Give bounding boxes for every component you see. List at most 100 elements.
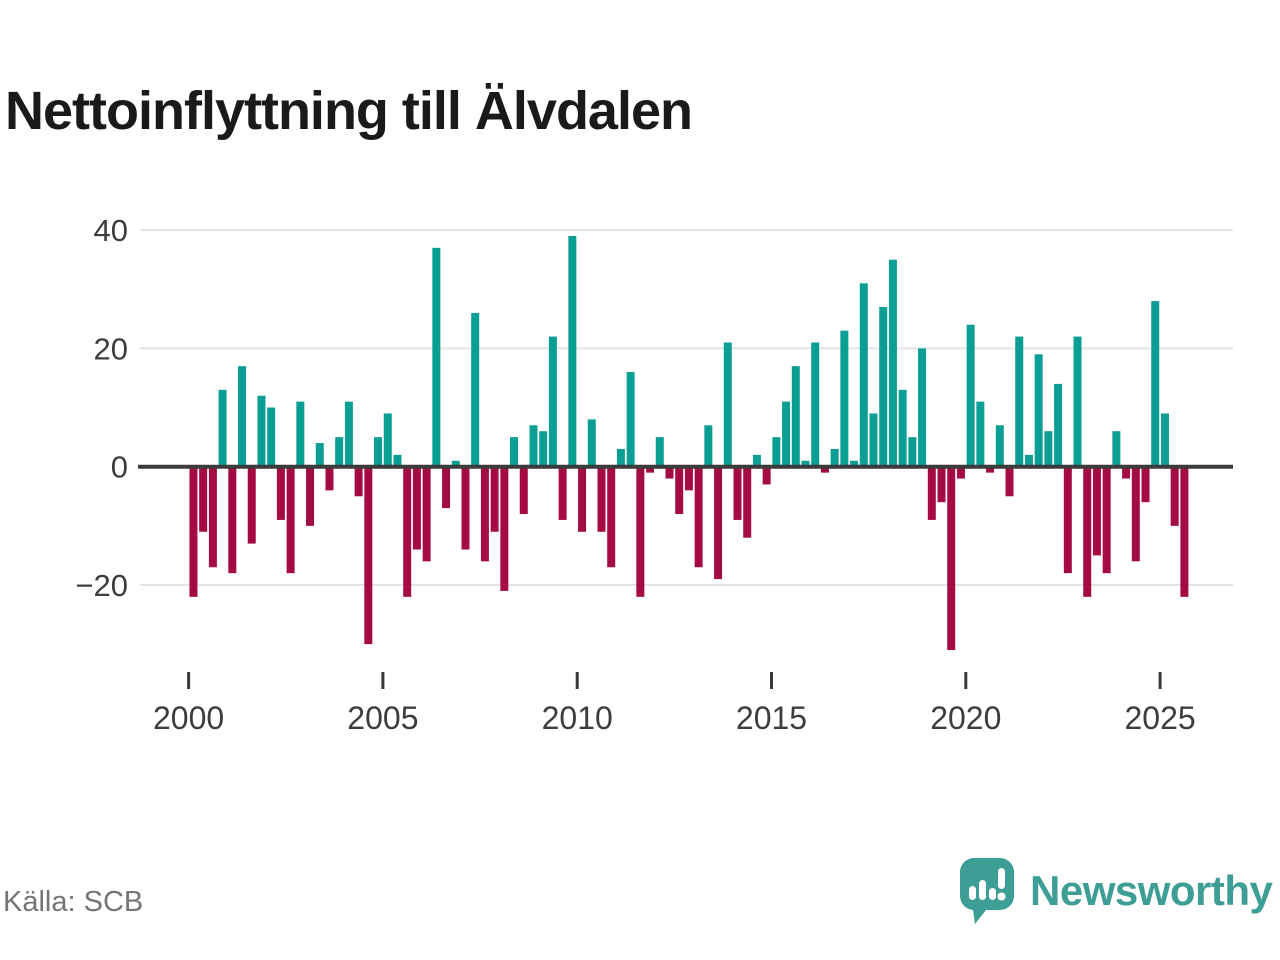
bar-2025Q1	[1160, 413, 1169, 467]
y-axis-label-20: 20	[94, 331, 128, 366]
bar-2023Q2	[1092, 466, 1101, 556]
bar-2012Q2	[665, 466, 674, 479]
y-axis-label-0: 0	[111, 450, 128, 485]
bar-2019Q4	[956, 466, 965, 479]
bar-2002Q4	[296, 401, 305, 467]
bar-2004Q4	[374, 437, 383, 467]
bar-2019Q3	[947, 466, 956, 651]
bar-2016Q3	[830, 448, 839, 467]
bar-2013Q2	[704, 425, 713, 467]
bar-2013Q4	[723, 342, 732, 467]
bar-2000Q4	[218, 389, 227, 467]
bar-2022Q4	[1073, 336, 1082, 467]
bar-2025Q3	[1180, 466, 1189, 597]
bar-2015Q4	[801, 460, 810, 467]
brand-wordmark: Newsworthy	[1030, 867, 1273, 914]
bar-2012Q3	[675, 466, 684, 515]
bar-2003Q1	[306, 466, 315, 526]
bar-2007Q4	[490, 466, 499, 532]
bar-2015Q3	[791, 366, 800, 467]
source-label: Källa: SCB	[3, 886, 144, 918]
y-axis-label-40: 40	[94, 213, 128, 248]
bar-2020Q1	[966, 324, 975, 467]
bar-2010Q4	[607, 466, 616, 568]
bar-2003Q4	[335, 437, 344, 467]
bar-2006Q1	[422, 466, 431, 562]
bar-2009Q4	[568, 236, 577, 467]
bar-2015Q2	[782, 401, 791, 467]
bar-2022Q1	[1044, 431, 1053, 467]
bar-2011Q3	[636, 466, 645, 597]
bar-2021Q3	[1024, 454, 1033, 467]
bar-2009Q1	[539, 431, 548, 467]
bar-2022Q3	[1063, 466, 1072, 574]
x-axis-label-2010: 2010	[542, 700, 613, 736]
bar-2009Q3	[558, 466, 567, 520]
bar-2018Q2	[898, 389, 907, 467]
logo-bar-1	[969, 886, 976, 900]
x-axis-label-2025: 2025	[1125, 700, 1196, 736]
bar-2017Q2	[859, 283, 868, 467]
logo-bar-2	[979, 880, 986, 900]
x-axis-label-2005: 2005	[347, 700, 418, 736]
bar-2010Q2	[587, 419, 596, 467]
bar-2024Q4	[1151, 301, 1160, 467]
bar-2023Q1	[1083, 466, 1092, 597]
bar-2013Q3	[714, 466, 723, 580]
bar-2005Q3	[403, 466, 412, 597]
bar-2007Q2	[471, 312, 480, 467]
bar-2011Q1	[616, 448, 625, 467]
bar-2000Q1	[189, 466, 198, 597]
bar-2006Q4	[451, 460, 460, 467]
bar-2007Q3	[480, 466, 489, 562]
bar-2013Q1	[694, 466, 703, 568]
bar-2006Q3	[442, 466, 451, 509]
bar-2005Q1	[383, 413, 392, 467]
bar-2004Q2	[354, 466, 363, 497]
logo-exclamation-dot	[997, 892, 1006, 901]
y-axis-label-−20: −20	[75, 568, 128, 603]
bar-2004Q3	[364, 466, 373, 645]
x-axis-label-2015: 2015	[736, 700, 807, 736]
bar-2001Q1	[228, 466, 237, 574]
page-title: Nettoinflyttning till Älvdalen	[5, 81, 693, 142]
bar-2016Q2	[820, 466, 829, 473]
bar-2018Q4	[918, 348, 927, 467]
x-axis-label-2000: 2000	[153, 700, 224, 736]
bar-2004Q1	[344, 401, 353, 467]
bar-2018Q1	[888, 259, 897, 467]
bar-2005Q2	[393, 454, 402, 467]
bar-2020Q4	[995, 425, 1004, 467]
bar-2005Q4	[412, 466, 421, 550]
bar-2016Q1	[811, 342, 820, 467]
bar-2002Q1	[267, 407, 276, 467]
bar-2011Q4	[646, 466, 655, 473]
bar-2015Q1	[772, 437, 781, 467]
bar-2014Q2	[743, 466, 752, 538]
bar-2007Q1	[461, 466, 470, 550]
bar-2012Q4	[684, 466, 693, 491]
bar-2008Q4	[529, 425, 538, 467]
bar-2011Q2	[626, 372, 635, 467]
bar-2003Q3	[325, 466, 334, 491]
bar-2017Q1	[850, 460, 859, 467]
bar-2021Q1	[1005, 466, 1014, 497]
bar-2016Q4	[840, 330, 849, 467]
bar-2012Q1	[655, 437, 664, 467]
bar-2022Q2	[1054, 383, 1063, 467]
bar-2019Q2	[937, 466, 946, 503]
bar-2018Q3	[908, 437, 917, 467]
bar-2025Q2	[1170, 466, 1179, 526]
bar-2008Q2	[510, 437, 519, 467]
bar-2017Q3	[869, 413, 878, 467]
bar-2002Q2	[276, 466, 285, 520]
bar-2020Q2	[976, 401, 985, 467]
bar-2010Q1	[578, 466, 587, 532]
bar-2000Q3	[208, 466, 217, 568]
bar-2001Q4	[257, 395, 266, 467]
logo-bar-3	[989, 888, 996, 900]
bar-2009Q2	[548, 336, 557, 467]
bar-2002Q3	[286, 466, 295, 574]
bar-2023Q3	[1102, 466, 1111, 574]
